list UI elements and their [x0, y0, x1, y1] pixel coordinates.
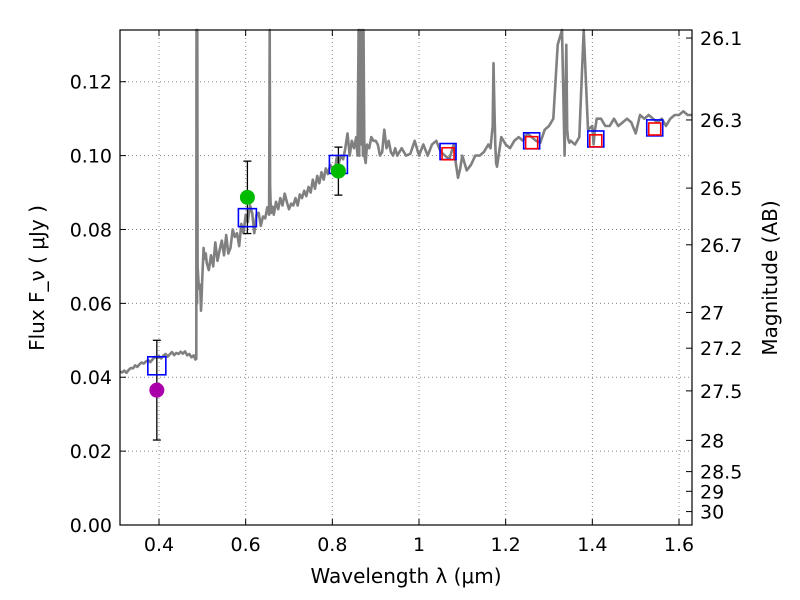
- sed-model-curve: [119, 28, 692, 375]
- model-square-marker: [237, 207, 258, 228]
- observed-square-marker: [647, 122, 662, 136]
- x-axis-label: Wavelength λ (μm): [310, 564, 501, 588]
- x-tick-label: 0.4: [144, 534, 174, 556]
- observed-square-marker: [524, 135, 539, 150]
- right-tick-label: 29: [700, 481, 724, 503]
- right-tick-label: 28.5: [700, 462, 742, 484]
- right-tick-label: 27.5: [700, 381, 742, 403]
- right-tick-label: 27.2: [700, 338, 742, 360]
- right-tick-label: 26.7: [700, 235, 742, 257]
- right-tick-label: 28: [700, 430, 724, 452]
- model-square-marker: [147, 355, 167, 376]
- x-tick-label: 1: [413, 534, 425, 556]
- x-tick-label: 1.6: [664, 534, 694, 556]
- y-axis-label: Flux F_ν ( μJy ): [25, 205, 49, 351]
- x-tick-label: 0.6: [231, 534, 261, 556]
- observed-square-marker: [441, 146, 455, 161]
- right-tick-label: 26.5: [700, 178, 742, 200]
- right-tick-label: 30: [700, 502, 724, 524]
- data-markers: [147, 119, 664, 441]
- model-square-marker: [645, 119, 664, 137]
- x-tick-label: 1.2: [491, 534, 521, 556]
- right-tick-label: 26.1: [700, 28, 742, 50]
- y-tick-label: 0.08: [70, 219, 112, 241]
- observed-dot-marker: [149, 382, 165, 398]
- y-axis-right-label: Magnitude (AB): [758, 200, 782, 355]
- observed-square-marker: [588, 134, 603, 148]
- sed-curve-group: [119, 28, 692, 375]
- y-tick-label: 0.12: [70, 72, 112, 94]
- x-tick-label: 1.4: [577, 534, 607, 556]
- axis-ticks: 0.4 0.6 0.8 1 1.2 1.4 1.6 0.00 0.02 0.04 0.06 0.08 0…: [70, 28, 743, 556]
- y-tick-label: 0.00: [70, 515, 112, 537]
- plot-frame: [119, 29, 693, 526]
- y-tick-label: 0.10: [70, 146, 112, 168]
- right-tick-label: 26.3: [700, 110, 742, 132]
- y-tick-label: 0.04: [70, 367, 112, 389]
- observed-dot-marker: [239, 189, 255, 205]
- observed-dot-marker: [330, 163, 346, 179]
- right-tick-label: 27: [700, 302, 724, 324]
- x-tick-label: 0.8: [317, 534, 347, 556]
- y-tick-label: 0.02: [70, 441, 112, 463]
- y-tick-label: 0.06: [70, 293, 112, 315]
- grid-lines: [120, 30, 692, 526]
